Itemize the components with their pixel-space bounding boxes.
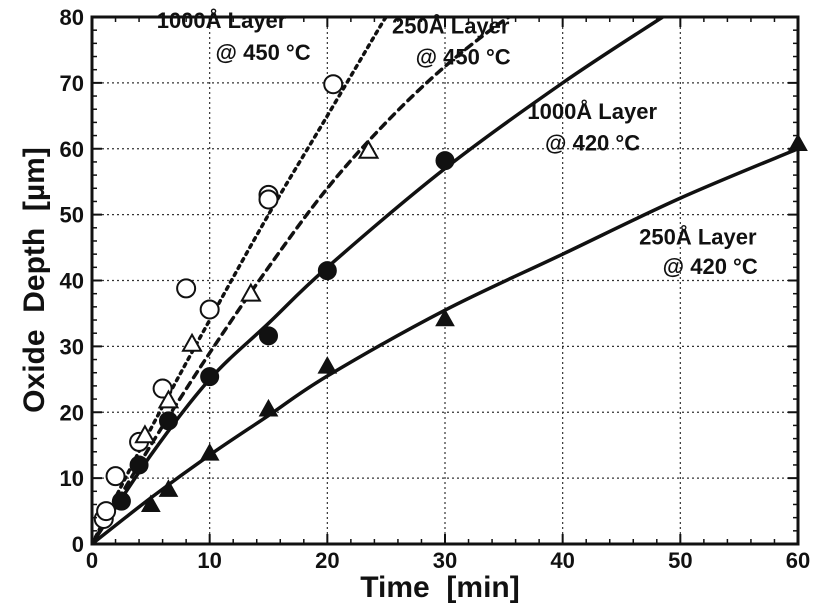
open-circle-point	[323, 74, 344, 95]
filled-triangle-point	[317, 356, 338, 374]
filled-triangle-point	[258, 398, 279, 417]
filled-circle-point	[435, 151, 455, 171]
filled-circle-point	[200, 367, 220, 387]
y-tick-label: 70	[60, 71, 84, 96]
annotation-a3-line1: 1000Å Layer	[527, 98, 657, 124]
annotation-a1-line1: 1000Å Layer	[157, 7, 287, 33]
x-tick-label: 0	[86, 548, 98, 573]
fit-curves	[92, 17, 798, 544]
open-circle-point	[96, 501, 117, 522]
fit-curve-series-3	[92, 17, 665, 544]
open-triangle-point	[240, 282, 262, 302]
open-circle-point	[258, 189, 279, 210]
y-tick-label: 20	[60, 400, 84, 425]
filled-circle-point	[158, 411, 178, 431]
annotation-a2-line2: @ 450 °C	[416, 44, 511, 69]
annotation-a4-line2: @ 420 °C	[663, 254, 758, 279]
y-axis-title: Oxide Depth [µm]	[18, 147, 51, 413]
open-circle-point	[199, 299, 220, 320]
y-tick-label: 10	[60, 466, 84, 491]
open-triangle-point	[134, 424, 156, 444]
annotation-a1-line2: @ 450 °C	[216, 40, 311, 65]
x-tick-label: 30	[433, 548, 457, 573]
filled-triangle-point	[199, 443, 220, 461]
x-tick-label: 20	[315, 548, 339, 573]
y-tick-label: 30	[60, 334, 84, 359]
filled-triangle-point	[435, 308, 455, 327]
y-tick-label: 0	[72, 532, 84, 557]
open-triangle-point	[157, 389, 180, 409]
x-tick-label: 60	[786, 548, 810, 573]
x-tick-label: 50	[668, 548, 692, 573]
annotation-a2-line1: 250Å Layer	[392, 12, 510, 38]
y-tick-label: 50	[60, 203, 84, 228]
filled-circle-point	[259, 326, 278, 346]
open-circle-point	[176, 278, 197, 299]
open-circle-point	[105, 466, 126, 487]
open-triangle-point	[357, 139, 380, 159]
filled-circle-point	[129, 455, 149, 475]
data-points	[93, 74, 808, 529]
series-annotations: 1000Å Layer @ 450 °C 250Å Layer @ 450 °C 100…	[157, 7, 758, 279]
annotation-a4-line1: 250Å Layer	[639, 223, 757, 249]
x-axis-title: Time [min]	[360, 571, 519, 604]
annotation-a3-line2: @ 420 °C	[545, 131, 640, 156]
filled-circle-point	[317, 261, 337, 281]
y-tick-label: 80	[60, 5, 84, 30]
fit-curve-series-2	[92, 17, 518, 544]
fit-curve-series-4	[92, 147, 798, 544]
y-tick-label: 40	[60, 269, 84, 294]
x-tick-label: 40	[550, 548, 574, 573]
y-tick-label: 60	[60, 137, 84, 162]
axis-ticks: 0 10 20 30 40 50 60 0 10 20 30 40 50 60 70 80	[60, 5, 811, 573]
filled-circle-point	[111, 491, 131, 511]
open-triangle-point	[181, 332, 203, 352]
fit-curve-series-1	[92, 17, 388, 544]
x-tick-label: 10	[197, 548, 221, 573]
filled-triangle-point	[158, 479, 179, 497]
filled-triangle-point	[140, 494, 161, 512]
